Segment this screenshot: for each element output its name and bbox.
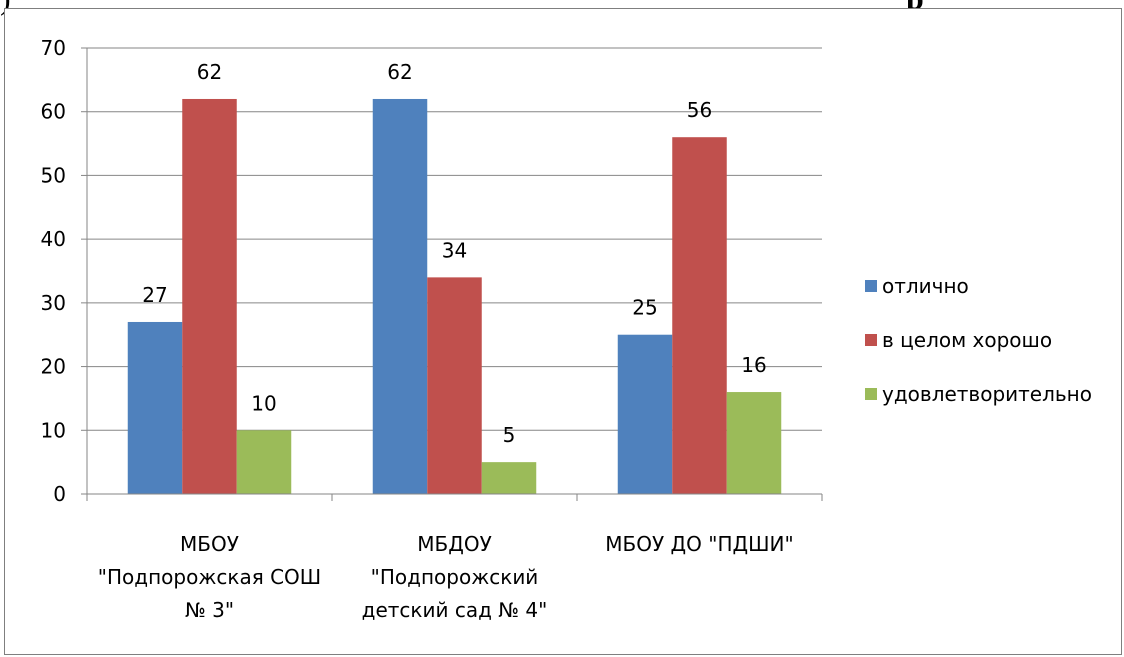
- y-tick-label: 0: [53, 482, 66, 506]
- data-label: 27: [142, 283, 167, 307]
- bar: [726, 392, 782, 494]
- bar: [182, 98, 237, 494]
- legend-swatch: [865, 280, 877, 292]
- data-label: 25: [632, 296, 657, 320]
- y-axis-tick-labels: 0 10 20 30 40 50 60 70: [41, 36, 66, 506]
- bar: [427, 277, 482, 494]
- data-label: 62: [197, 60, 222, 84]
- bar: [672, 137, 727, 494]
- data-label: 10: [251, 391, 276, 415]
- legend-swatch: [865, 334, 877, 346]
- data-label: 56: [687, 98, 712, 122]
- legend: отлично в целом хорошо удовлетворительно: [865, 274, 1092, 406]
- category-labels: МБОУ "Подпорожская СОШ № 3" МБДОУ "Подпорожс…: [98, 532, 794, 622]
- y-tick-label: 40: [41, 227, 66, 251]
- x-axis: [86, 48, 823, 501]
- category-label: "Подпорожский: [371, 565, 539, 589]
- y-tick-label: 70: [41, 36, 66, 60]
- data-labels: 27 62 25 62 34 56 10 5 16: [142, 60, 766, 447]
- legend-swatch: [865, 388, 877, 400]
- y-tick-label: 10: [41, 418, 66, 442]
- category-label: МБОУ ДО "ПДШИ": [605, 532, 793, 556]
- legend-label: в целом хорошо: [882, 328, 1052, 352]
- legend-label: отлично: [882, 274, 969, 298]
- y-tick-label: 60: [41, 100, 66, 124]
- bar: [617, 334, 673, 494]
- category-label: МБОУ: [180, 532, 239, 556]
- category-label: детский сад № 4": [362, 598, 548, 622]
- y-tick-label: 30: [41, 291, 66, 315]
- data-label: 62: [387, 60, 412, 84]
- data-label: 16: [741, 353, 766, 377]
- legend-label: удовлетворительно: [882, 382, 1092, 406]
- bars: [127, 98, 782, 494]
- bar: [127, 321, 183, 494]
- bar: [236, 430, 292, 494]
- category-label: № 3": [185, 598, 234, 622]
- data-label: 34: [442, 238, 467, 262]
- bar: [372, 98, 428, 494]
- category-label: "Подпорожская СОШ: [98, 565, 321, 589]
- bar: [481, 462, 537, 494]
- y-tick-label: 20: [41, 355, 66, 379]
- category-label: МБДОУ: [417, 532, 492, 556]
- y-tick-label: 50: [41, 163, 66, 187]
- data-label: 5: [503, 423, 516, 447]
